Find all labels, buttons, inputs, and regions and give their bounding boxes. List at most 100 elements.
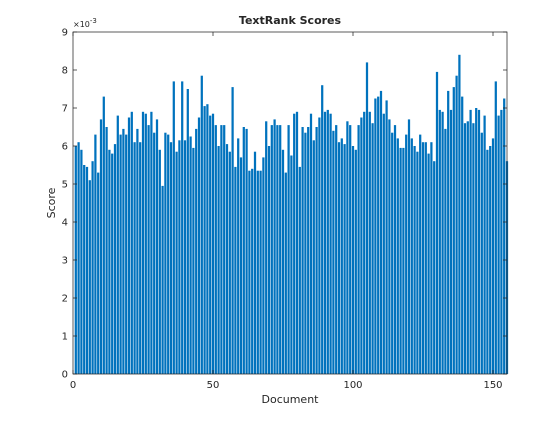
bar	[430, 142, 433, 374]
bar	[293, 113, 296, 374]
bar	[175, 151, 178, 374]
bar	[497, 115, 500, 374]
bar	[349, 125, 352, 374]
bar	[136, 128, 139, 374]
bar	[281, 149, 285, 374]
bar	[181, 81, 184, 375]
bar	[192, 147, 195, 374]
bar	[337, 142, 341, 374]
bar	[441, 111, 444, 375]
bar	[343, 144, 346, 374]
bar	[461, 96, 464, 374]
y-tick-label: 5	[62, 180, 68, 191]
bar	[388, 119, 391, 375]
bar	[130, 111, 133, 375]
bar	[259, 170, 262, 374]
bar	[419, 134, 422, 374]
bar	[407, 119, 411, 375]
axes-box	[72, 31, 508, 375]
bar	[290, 155, 293, 374]
bar	[483, 115, 486, 374]
bar	[116, 115, 119, 374]
bar	[172, 81, 175, 375]
bar	[133, 142, 136, 374]
bar	[365, 62, 369, 375]
bar	[360, 117, 363, 374]
bar	[391, 132, 394, 374]
bar	[405, 134, 408, 374]
bar	[97, 172, 100, 374]
bar	[374, 98, 377, 374]
bar	[209, 115, 212, 374]
y-tick-label: 2	[62, 294, 68, 305]
bar	[379, 90, 383, 375]
bar	[223, 125, 226, 374]
bar	[200, 75, 203, 374]
bar	[186, 89, 189, 374]
bar	[315, 127, 318, 374]
bar	[83, 165, 86, 374]
bar	[242, 127, 245, 374]
bar	[458, 54, 461, 375]
bar	[444, 128, 447, 374]
bar	[144, 113, 147, 374]
bar	[178, 140, 181, 374]
bar	[105, 127, 108, 374]
bar	[494, 81, 497, 375]
y-axis-label: Score	[45, 187, 58, 218]
bar	[206, 104, 209, 374]
bar	[119, 134, 122, 374]
bars-group	[74, 54, 509, 375]
bar	[295, 111, 299, 375]
bar	[413, 146, 416, 374]
bar	[433, 161, 436, 374]
bar	[323, 111, 327, 375]
x-axis-label: Document	[262, 393, 320, 406]
bar	[127, 117, 131, 374]
bar	[321, 85, 324, 374]
bar	[301, 127, 304, 374]
bar	[287, 125, 290, 374]
y-tick-label: 6	[62, 142, 68, 153]
bar	[265, 121, 268, 374]
bar	[251, 168, 254, 374]
bar	[88, 180, 91, 374]
bar	[94, 134, 97, 374]
chart-title: TextRank Scores	[239, 14, 342, 27]
bar	[463, 123, 467, 374]
bar	[262, 157, 265, 374]
bar	[211, 113, 215, 374]
bar	[203, 106, 206, 374]
bar	[357, 125, 360, 374]
bar	[164, 132, 167, 374]
bar	[234, 166, 237, 374]
bar	[410, 138, 413, 374]
bar	[480, 132, 483, 374]
bar	[147, 125, 150, 374]
bar	[195, 128, 198, 374]
bar	[228, 151, 231, 374]
bar	[363, 111, 366, 375]
bar	[197, 117, 201, 374]
y-exponent-base: ×10	[73, 20, 90, 29]
bar	[503, 98, 506, 374]
bar	[298, 166, 301, 374]
bar	[125, 134, 128, 374]
y-tick-label: 0	[62, 370, 68, 381]
bar	[183, 140, 187, 374]
bar	[354, 149, 357, 374]
bar	[399, 147, 402, 374]
bar	[270, 125, 273, 374]
bar	[377, 96, 380, 374]
bar	[161, 185, 164, 374]
bar	[346, 121, 349, 374]
bar	[155, 119, 159, 375]
bar	[491, 138, 495, 374]
y-tick-label: 7	[62, 104, 68, 115]
bar	[435, 71, 439, 375]
bar	[189, 136, 192, 374]
bar	[108, 149, 111, 374]
bar	[113, 144, 117, 374]
